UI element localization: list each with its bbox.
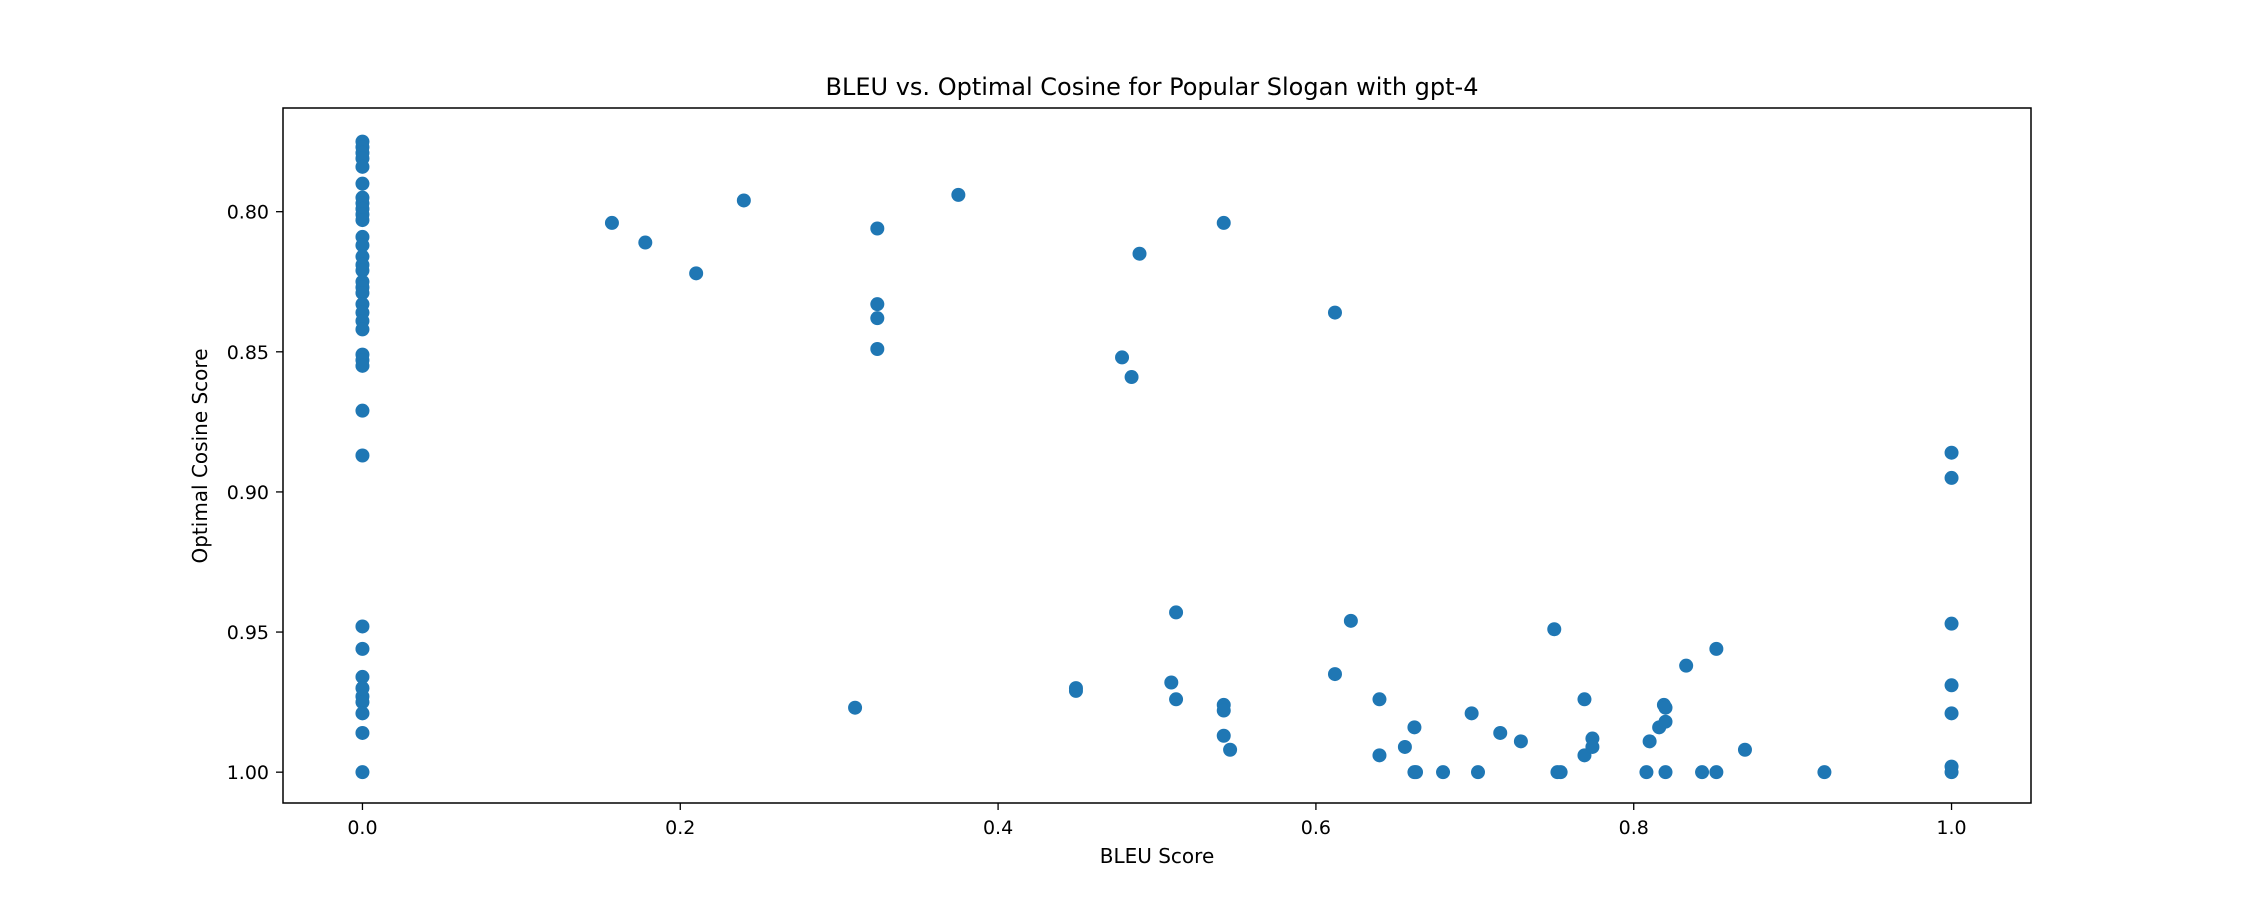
data-point (1464, 706, 1479, 721)
data-points (355, 134, 1959, 780)
data-point (1639, 765, 1654, 780)
data-point (355, 285, 370, 300)
data-point (355, 765, 370, 780)
y-axis-label: Optimal Cosine Score (188, 348, 212, 563)
data-point (1709, 641, 1724, 656)
data-point (1372, 748, 1387, 763)
data-point (355, 669, 370, 684)
data-point (870, 221, 885, 236)
data-point (1223, 742, 1238, 757)
data-point (1658, 714, 1673, 729)
data-point (1372, 692, 1387, 707)
data-point (848, 700, 863, 715)
data-point (1169, 692, 1184, 707)
data-point (1737, 742, 1752, 757)
y-tick-label: 1.00 (227, 762, 269, 784)
data-point (1817, 765, 1832, 780)
data-point (355, 403, 370, 418)
data-point (1216, 215, 1231, 230)
data-point (1124, 370, 1139, 385)
data-point (355, 695, 370, 710)
x-tick-label: 0.6 (1301, 817, 1331, 839)
y-axis-ticks: 0.80 0.85 0.90 0.95 1.00 (227, 202, 283, 784)
data-point (1944, 445, 1959, 460)
data-point (1642, 734, 1657, 749)
x-tick-label: 0.8 (1619, 817, 1649, 839)
data-point (736, 193, 751, 208)
data-point (355, 725, 370, 740)
data-point (1553, 765, 1568, 780)
data-point (355, 322, 370, 337)
data-point (1944, 678, 1959, 693)
data-point (1470, 765, 1485, 780)
data-point (1216, 703, 1231, 718)
data-point (1658, 765, 1673, 780)
data-point (1679, 658, 1694, 673)
data-point (1944, 470, 1959, 485)
data-point (1327, 305, 1342, 320)
data-point (355, 448, 370, 463)
y-tick-label: 0.90 (227, 482, 269, 504)
data-point (1132, 246, 1147, 261)
data-point (1327, 667, 1342, 682)
data-point (604, 215, 619, 230)
data-point (951, 187, 966, 202)
data-point (1216, 728, 1231, 743)
x-tick-label: 0.4 (983, 817, 1013, 839)
y-tick-label: 0.85 (227, 342, 269, 364)
data-point (870, 342, 885, 357)
data-point (1944, 765, 1959, 780)
data-point (1407, 720, 1422, 735)
data-point (870, 297, 885, 312)
x-tick-label: 0.0 (347, 817, 377, 839)
data-point (355, 238, 370, 253)
data-point (355, 641, 370, 656)
data-point (689, 266, 704, 281)
data-point (1115, 350, 1130, 365)
x-axis-label: BLEU Score (1100, 844, 1215, 868)
x-tick-label: 0.2 (665, 817, 695, 839)
data-point (1436, 765, 1451, 780)
chart-title: BLEU vs. Optimal Cosine for Popular Slog… (826, 73, 1479, 101)
data-point (1944, 616, 1959, 631)
data-point (1944, 706, 1959, 721)
data-point (1513, 734, 1528, 749)
data-point (638, 235, 653, 250)
data-point (355, 176, 370, 191)
data-point (1585, 739, 1600, 754)
data-point (1493, 725, 1508, 740)
data-point (1547, 622, 1562, 637)
data-point (1068, 683, 1083, 698)
data-point (1709, 765, 1724, 780)
data-point (355, 263, 370, 278)
data-point (1409, 765, 1424, 780)
data-point (1169, 605, 1184, 620)
data-point (1695, 765, 1710, 780)
data-point (1164, 675, 1179, 690)
data-point (355, 159, 370, 174)
data-point (1577, 692, 1592, 707)
data-point (355, 619, 370, 634)
data-point (355, 213, 370, 228)
x-axis-ticks: 0.0 0.2 0.4 0.6 0.8 1.0 (347, 803, 1967, 839)
y-tick-label: 0.80 (227, 202, 269, 224)
data-point (1397, 739, 1412, 754)
data-point (1343, 613, 1358, 628)
data-point (355, 358, 370, 373)
data-point (355, 706, 370, 721)
x-tick-label: 1.0 (1936, 817, 1966, 839)
data-point (870, 311, 885, 326)
data-point (1658, 700, 1673, 715)
plot-area-frame (282, 107, 2032, 804)
y-tick-label: 0.95 (227, 622, 269, 644)
